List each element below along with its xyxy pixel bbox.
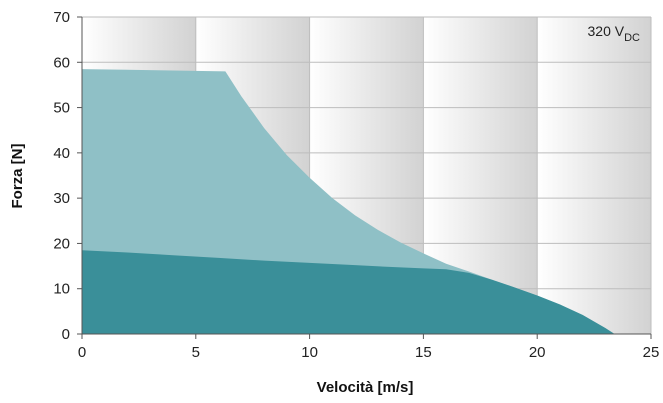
x-tick-label: 15	[415, 344, 432, 361]
x-tick-label: 5	[192, 344, 200, 361]
plot-cell	[537, 17, 651, 334]
x-tick-label: 20	[529, 344, 546, 361]
y-tick-label: 70	[53, 9, 70, 26]
voltage-annotation: 320 VDC	[588, 23, 641, 44]
y-tick-label: 50	[53, 100, 70, 117]
voltage-subscript: DC	[624, 32, 640, 44]
tick-labels: 0 5 10 15 20 25 0 10 20 30 40 50 60 70	[53, 9, 659, 361]
y-tick-label: 0	[62, 326, 70, 343]
y-axis-label: Forza [N]	[9, 144, 26, 209]
y-tick-label: 20	[53, 235, 70, 252]
x-axis-label: Velocità [m/s]	[317, 379, 414, 396]
x-tick-label: 25	[643, 344, 660, 361]
y-tick-label: 30	[53, 190, 70, 207]
voltage-value: 320 V	[588, 23, 625, 39]
axes	[77, 16, 652, 339]
series-area-2	[82, 250, 615, 334]
x-tick-label: 10	[301, 344, 318, 361]
x-tick-label: 0	[78, 344, 86, 361]
y-tick-label: 60	[53, 54, 70, 71]
series-areas	[82, 69, 615, 334]
y-tick-label: 10	[53, 281, 70, 298]
y-tick-label: 40	[53, 145, 70, 162]
